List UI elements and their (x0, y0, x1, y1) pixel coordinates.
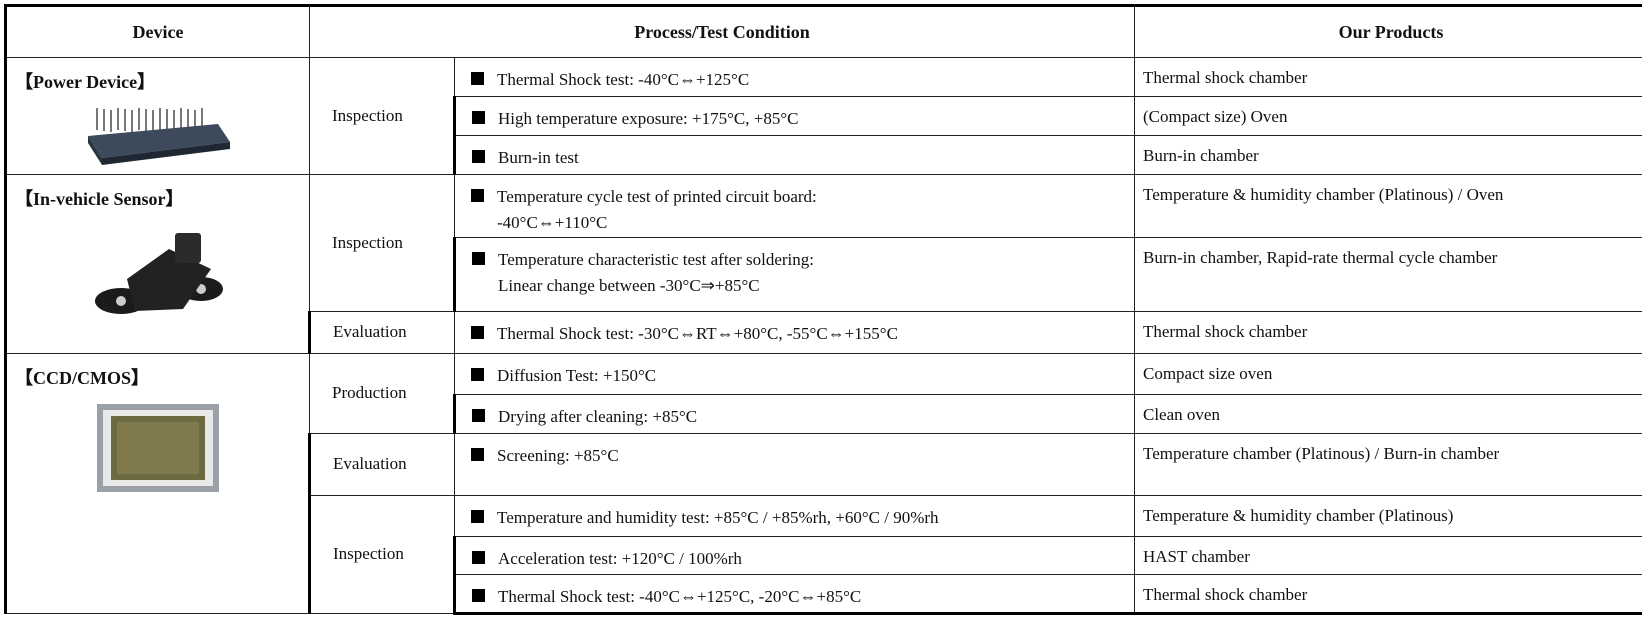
condition-line: Thermal Shock test: -40°C⇔+125°C, -20°C⇔… (472, 584, 1126, 610)
product-cell: Clean oven (1135, 394, 1642, 433)
device-name: 【Power Device】 (15, 68, 301, 94)
bullet (472, 252, 485, 265)
device-name: 【In-vehicle Sensor】 (15, 185, 300, 211)
condition-line: Diffusion Test: +150°C (471, 363, 1126, 389)
product-cell: Compact size oven (1135, 353, 1642, 394)
device-cell: 【Power Device】 (6, 58, 310, 175)
condition-text: Temperature cycle test of printed circui… (497, 187, 817, 206)
condition-cell: Burn-in test (455, 136, 1135, 175)
condition-line: Temperature cycle test of printed circui… (471, 184, 1126, 210)
condition-cell: Thermal Shock test: -30°C⇔RT⇔+80°C, -55°… (455, 311, 1135, 353)
page: {"table": { "headers": ["Device", "Proce… (0, 0, 1642, 634)
bullet (472, 589, 485, 602)
condition-line: Temperature characteristic test after so… (472, 247, 1126, 273)
condition-text: Screening: +85°C (497, 446, 619, 465)
product-cell: (Compact size) Oven (1135, 97, 1642, 136)
bullet (471, 189, 484, 202)
stage-cell: Evaluation (310, 311, 455, 353)
bullet (471, 368, 484, 381)
condition-text: Thermal Shock test: -30°C⇔RT⇔+80°C, -55°… (497, 324, 898, 343)
table-body: 【Power Device】 Inspection Thermal Shock te… (6, 58, 1642, 614)
product-cell: Burn-in chamber, Rapid-rate thermal cycl… (1135, 237, 1642, 311)
condition-line: Thermal Shock test: -30°C⇔RT⇔+80°C, -55°… (471, 321, 1126, 347)
product-cell: Burn-in chamber (1135, 136, 1642, 175)
device-image (15, 398, 300, 498)
header-cell: Device (6, 6, 310, 58)
condition-cell: Temperature cycle test of printed circui… (455, 175, 1135, 238)
device-cell: 【CCD/CMOS】 (6, 353, 310, 613)
condition-text: Linear change between -30°C⇒+85°C (498, 276, 760, 295)
header-cell: Process/Test Condition (310, 6, 1135, 58)
device-image (15, 102, 301, 172)
device-cell: 【In-vehicle Sensor】 (6, 175, 310, 354)
header-cell: Our Products (1135, 6, 1642, 58)
table-wrap: Device Process/Test Condition Our Produc… (4, 4, 1642, 615)
condition-text: Temperature and humidity test: +85°C / +… (497, 508, 939, 527)
stage-cell: Inspection (310, 175, 455, 312)
product-cell: Thermal shock chamber (1135, 311, 1642, 353)
condition-text: Thermal Shock test: -40°C⇔+125°C, -20°C⇔… (498, 587, 861, 606)
condition-line: Linear change between -30°C⇒+85°C (472, 273, 1126, 299)
condition-line: -40°C⇔+110°C (471, 210, 1126, 236)
product-cell: Temperature & humidity chamber (Platinou… (1135, 495, 1642, 536)
bullet (472, 551, 485, 564)
device-name: 【CCD/CMOS】 (15, 364, 300, 390)
product-cell: HAST chamber (1135, 536, 1642, 574)
condition-line: Screening: +85°C (471, 443, 1126, 469)
bullet (471, 326, 484, 339)
condition-cell: Drying after cleaning: +85°C (455, 394, 1135, 433)
condition-line: High temperature exposure: +175°C, +85°C (472, 106, 1126, 132)
condition-text: Thermal Shock test: -40°C⇔+125°C (497, 70, 749, 89)
product-cell: Thermal shock chamber (1135, 58, 1642, 97)
condition-line: Drying after cleaning: +85°C (472, 404, 1126, 430)
stage-cell: Evaluation (310, 433, 455, 495)
condition-cell: Thermal Shock test: -40°C⇔+125°C, -20°C⇔… (455, 574, 1135, 613)
stage-cell: Inspection (310, 495, 455, 613)
condition-line: Burn-in test (472, 145, 1126, 171)
bullet (472, 111, 485, 124)
stage-cell: Inspection (310, 58, 455, 175)
stage-cell: Production (310, 353, 455, 433)
bullet (471, 448, 484, 461)
bullet (472, 150, 485, 163)
condition-cell: Screening: +85°C (455, 433, 1135, 495)
condition-text: Diffusion Test: +150°C (497, 366, 656, 385)
condition-text: Burn-in test (498, 148, 579, 167)
condition-cell: Thermal Shock test: -40°C⇔+125°C (455, 58, 1135, 97)
condition-cell: Temperature and humidity test: +85°C / +… (455, 495, 1135, 536)
condition-cell: High temperature exposure: +175°C, +85°C (455, 97, 1135, 136)
product-cell: Temperature chamber (Platinous) / Burn-i… (1135, 433, 1642, 495)
condition-text: Acceleration test: +120°C / 100%rh (498, 549, 742, 568)
device-image (15, 219, 300, 329)
condition-cell: Acceleration test: +120°C / 100%rh (455, 536, 1135, 574)
bullet (472, 409, 485, 422)
product-cell: Temperature & humidity chamber (Platinou… (1135, 175, 1642, 238)
condition-line: Temperature and humidity test: +85°C / +… (471, 505, 1126, 531)
condition-text: Drying after cleaning: +85°C (498, 407, 697, 426)
bullet (471, 72, 484, 85)
condition-cell: Diffusion Test: +150°C (455, 353, 1135, 394)
header-row: Device Process/Test Condition Our Produc… (6, 6, 1642, 58)
condition-text: High temperature exposure: +175°C, +85°C (498, 109, 798, 128)
condition-line: Thermal Shock test: -40°C⇔+125°C (471, 67, 1126, 93)
bullet (471, 510, 484, 523)
condition-text: Temperature characteristic test after so… (498, 250, 814, 269)
condition-text: -40°C⇔+110°C (497, 213, 607, 232)
condition-cell: Temperature characteristic test after so… (455, 237, 1135, 311)
spec-table: Device Process/Test Condition Our Produc… (4, 4, 1642, 615)
condition-line: Acceleration test: +120°C / 100%rh (472, 546, 1126, 572)
product-cell: Thermal shock chamber (1135, 574, 1642, 613)
